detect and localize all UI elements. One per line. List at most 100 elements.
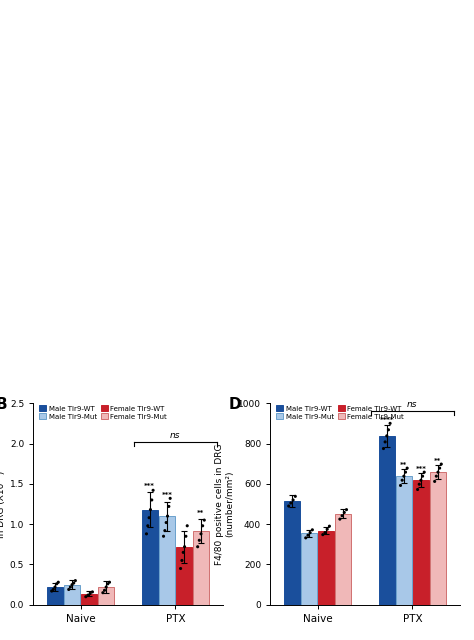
Point [106,577,113,588]
Point [400,471,408,481]
Point [183,521,191,531]
Point [434,467,442,477]
Text: ****: **** [380,417,394,424]
Point [146,504,154,515]
Point [438,459,445,469]
Point [323,524,331,534]
Point [100,585,108,595]
Point [417,475,425,485]
Point [326,521,333,531]
Bar [98,587,114,605]
Point [49,584,57,595]
Point [415,479,423,490]
Point [197,529,205,539]
Point [338,511,346,521]
Bar [64,585,80,605]
Text: **: ** [197,510,205,516]
Point [86,588,94,598]
Point [309,525,316,535]
Text: ***: *** [145,483,155,490]
Point [436,463,443,473]
Point [420,467,428,477]
Legend: Male Tlr9-WT, Male Tlr9-Mut, Female Tlr9-WT, Female Tlr9-Mut: Male Tlr9-WT, Male Tlr9-Mut, Female Tlr9… [36,403,170,422]
Point [181,541,188,552]
Bar [396,476,412,605]
Point [398,475,406,485]
Point [48,586,55,596]
Point [84,590,92,600]
Text: ***: *** [416,466,426,472]
Point [164,511,171,521]
Point [401,467,409,477]
Bar [301,533,317,605]
Point [68,580,76,590]
Text: ***: *** [162,492,172,499]
Point [431,476,438,486]
Point [419,471,426,481]
Point [66,582,74,592]
Text: **: ** [434,458,442,464]
Point [287,498,295,508]
Y-axis label: F4/80 positive cells in DRG
(number/mm²): F4/80 positive cells in DRG (number/mm²) [215,444,234,564]
Point [336,514,344,524]
Text: D: D [228,397,241,412]
Bar [47,587,63,605]
Bar [379,436,395,605]
Point [304,530,312,540]
Point [148,495,155,505]
Bar [413,480,429,605]
Point [199,521,206,531]
Point [149,485,157,495]
Bar [284,501,300,605]
Text: ns: ns [170,431,181,440]
Y-axis label: F4/80 & CD11b⁺ cells
in DRG (X10⁻³): F4/80 & CD11b⁺ cells in DRG (X10⁻³) [0,456,6,552]
Point [397,481,404,491]
Bar [159,516,175,605]
Point [102,582,110,592]
Point [143,529,150,539]
Point [201,515,208,525]
Point [195,535,203,545]
Point [432,471,440,481]
Point [321,527,329,538]
Point [161,525,169,536]
Point [289,495,297,505]
Point [165,501,173,511]
Point [65,584,73,595]
Point [285,501,292,511]
Point [302,532,310,543]
Bar [430,472,446,605]
Point [144,521,152,531]
Legend: Male Tlr9-WT, Male Tlr9-Mut, Female Tlr9-WT, Female Tlr9-Mut: Male Tlr9-WT, Male Tlr9-Mut, Female Tlr9… [273,403,407,422]
Point [383,431,391,441]
Point [53,579,61,589]
Point [384,425,392,435]
Point [403,463,411,473]
Bar [142,509,158,605]
Point [194,541,201,552]
Point [340,508,348,518]
Point [182,531,190,541]
Point [104,579,112,589]
Point [51,582,59,592]
Point [72,575,79,586]
Point [306,527,314,538]
Point [343,504,350,515]
Point [319,529,327,540]
Point [180,547,187,557]
Point [414,484,421,495]
Point [381,436,389,447]
Bar [81,593,97,605]
Text: **: ** [400,462,408,468]
Text: B: B [0,397,7,412]
Point [99,588,107,598]
Text: ns: ns [407,400,418,409]
Bar [318,531,334,605]
Bar [335,514,351,605]
Point [166,493,174,504]
Point [380,444,387,454]
Point [178,556,186,566]
Point [163,517,170,527]
Point [70,578,77,588]
Point [160,531,167,541]
